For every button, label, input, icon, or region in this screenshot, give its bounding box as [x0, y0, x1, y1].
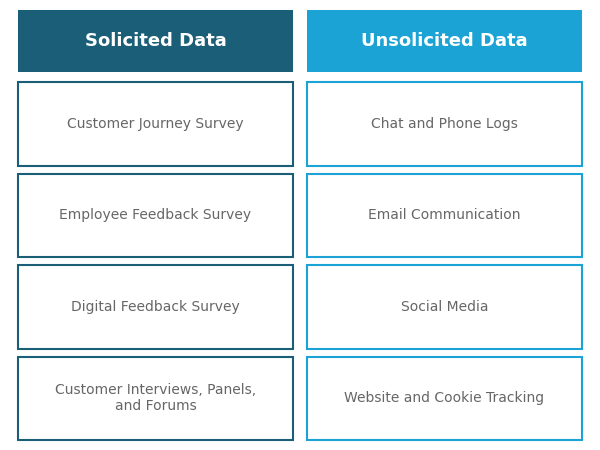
Text: Customer Journey Survey: Customer Journey Survey	[67, 117, 244, 131]
Bar	[18, 10, 293, 72]
Bar	[18, 82, 293, 166]
Text: Chat and Phone Logs: Chat and Phone Logs	[371, 117, 518, 131]
Bar	[307, 265, 582, 348]
Text: Solicited Data: Solicited Data	[85, 32, 226, 50]
Text: Digital Feedback Survey: Digital Feedback Survey	[71, 300, 240, 314]
Bar	[307, 174, 582, 257]
Bar	[18, 356, 293, 440]
Text: Email Communication: Email Communication	[368, 208, 521, 222]
Bar	[18, 265, 293, 348]
Text: Unsolicited Data: Unsolicited Data	[361, 32, 528, 50]
Text: Employee Feedback Survey: Employee Feedback Survey	[59, 208, 251, 222]
Text: Social Media: Social Media	[401, 300, 488, 314]
Bar	[307, 356, 582, 440]
Bar	[18, 174, 293, 257]
Text: Website and Cookie Tracking: Website and Cookie Tracking	[344, 391, 545, 405]
Bar	[307, 10, 582, 72]
Text: Customer Interviews, Panels,
and Forums: Customer Interviews, Panels, and Forums	[55, 383, 256, 414]
Bar	[307, 82, 582, 166]
